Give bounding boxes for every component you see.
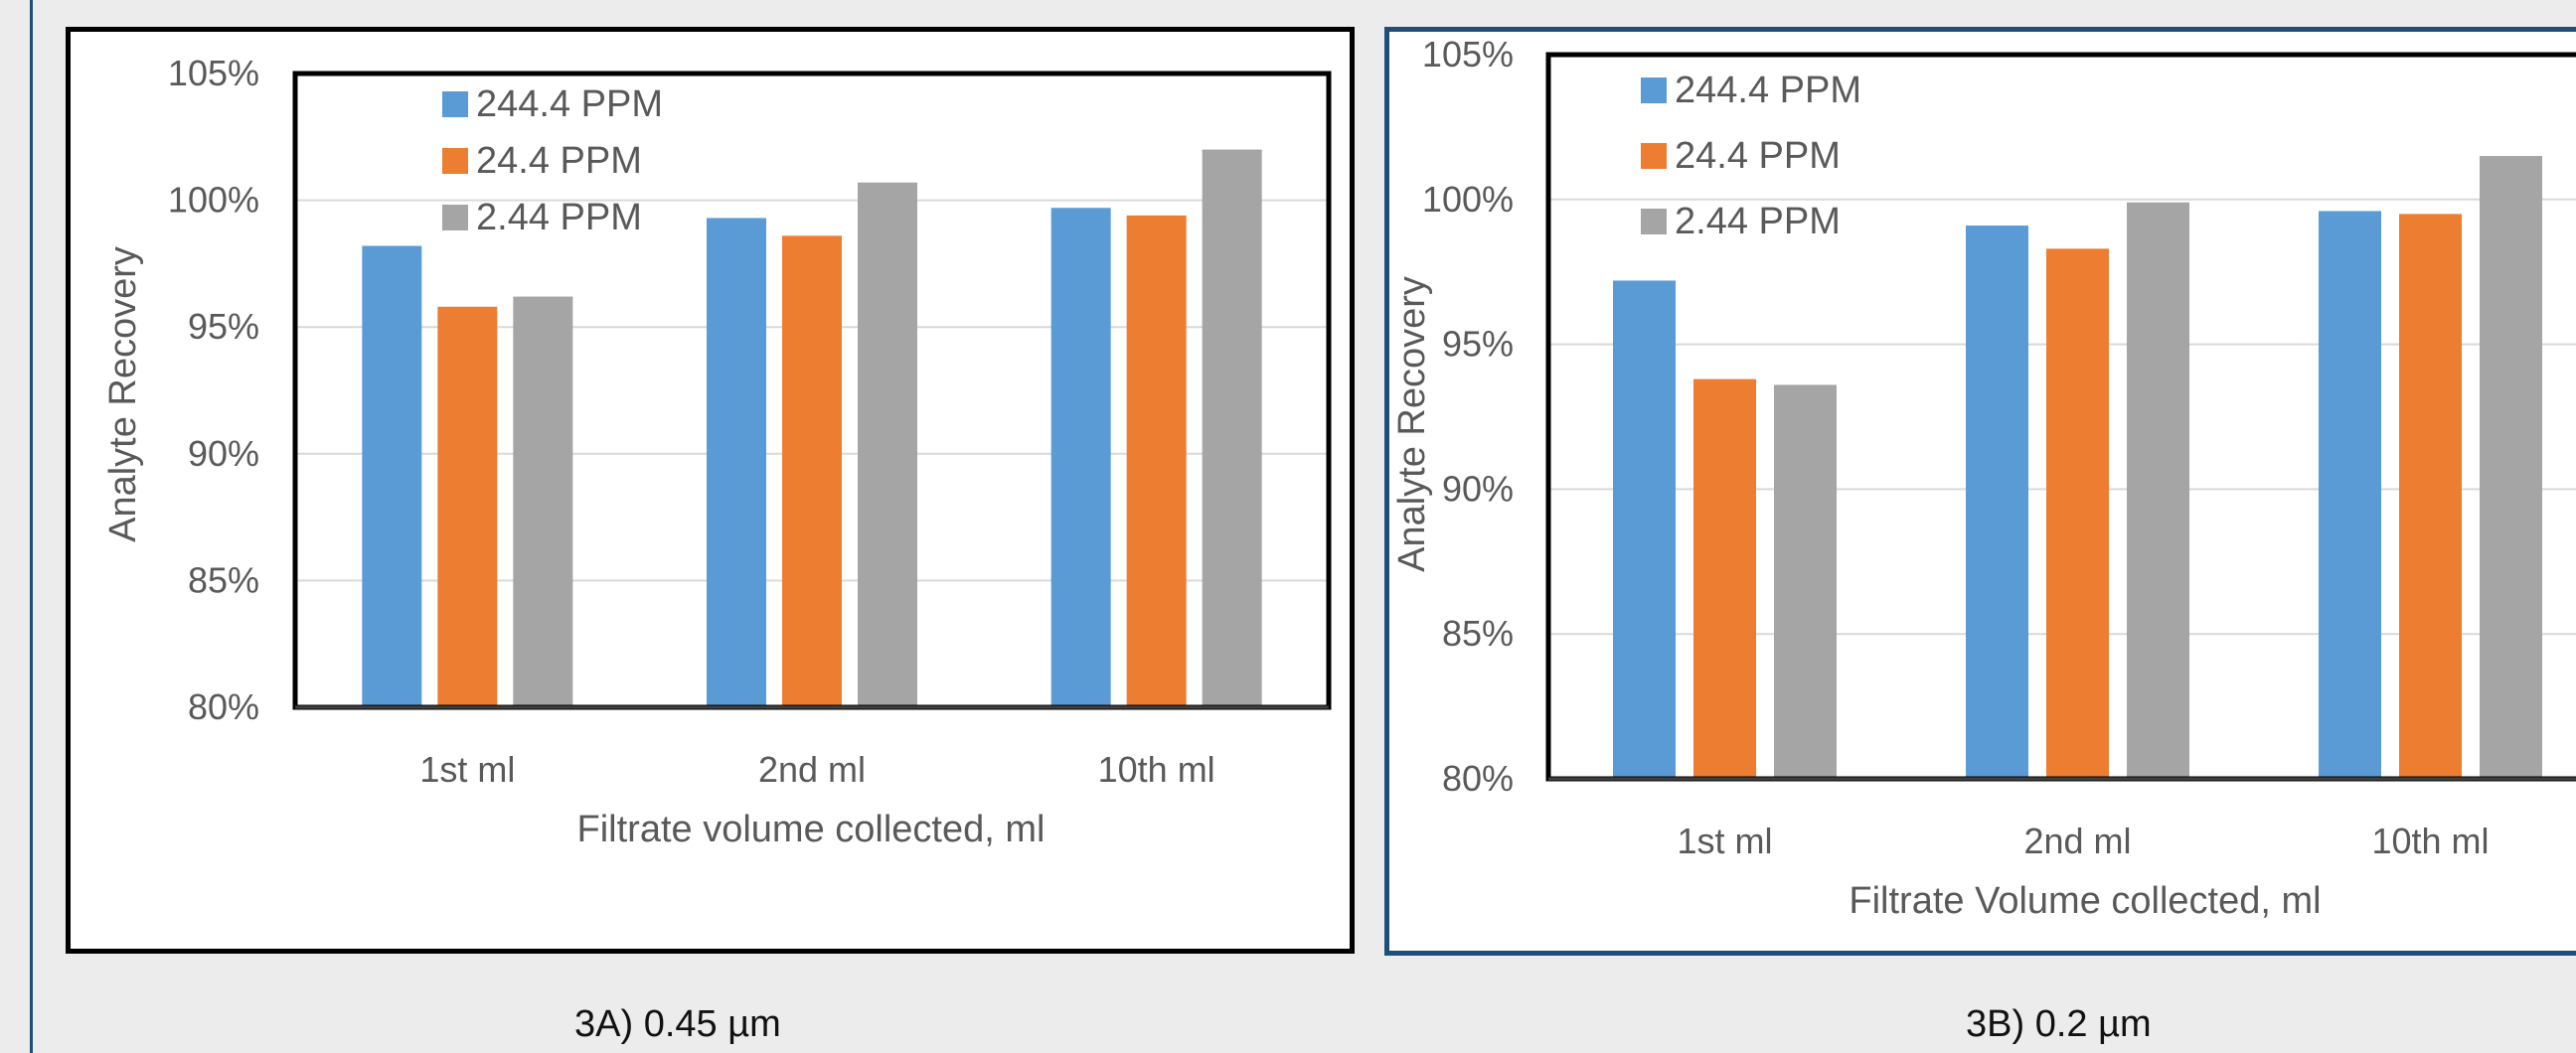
chart-panel-b: 80% 85% 90% 95% 100% 105% 1st ml 2nd ml 10th ml F… xyxy=(1384,27,2576,956)
bar-b-0-0 xyxy=(1613,280,1676,779)
y-tick-label-a-5: 105% xyxy=(168,53,259,93)
legend-swatch-b-0 xyxy=(1641,77,1667,103)
y-tick-label-a-4: 100% xyxy=(168,180,259,221)
bar-a-1-1 xyxy=(782,235,842,707)
legend-swatch-b-1 xyxy=(1641,143,1667,169)
y-tick-label-b-2: 90% xyxy=(1442,468,1514,509)
x-tick-label-b-2: 10th ml xyxy=(2371,821,2489,861)
caption-chart-a: 3A) 0.45 µm xyxy=(574,1003,781,1045)
caption-chart-b: 3B) 0.2 µm xyxy=(1966,1003,2152,1045)
bar-a-2-0 xyxy=(1050,208,1111,708)
bar-a-0-0 xyxy=(362,245,422,707)
y-tick-label-a-2: 90% xyxy=(188,433,259,474)
left-border-rule xyxy=(30,0,33,1053)
y-tick-label-b-4: 100% xyxy=(1422,179,1514,220)
legend-label-a-2: 2.44 PPM xyxy=(476,197,642,238)
legend-label-a-1: 24.4 PPM xyxy=(476,140,642,182)
bar-b-2-2 xyxy=(2480,156,2542,779)
bar-a-1-0 xyxy=(707,218,766,708)
y-axis-label-b: Analyte Recovery xyxy=(1391,276,1433,572)
bar-b-1-2 xyxy=(2127,202,2189,779)
x-tick-label-a-0: 1st ml xyxy=(419,749,515,790)
x-axis-label-b: Filtrate Volume collected, ml xyxy=(1849,880,2321,922)
y-tick-label-a-3: 95% xyxy=(188,306,259,347)
x-tick-label-a-1: 2nd ml xyxy=(758,749,866,790)
bar-b-2-1 xyxy=(2399,214,2462,779)
bar-b-0-2 xyxy=(1774,384,1837,779)
chart-b-svg: 80% 85% 90% 95% 100% 105% 1st ml 2nd ml 10th ml F… xyxy=(1391,34,2576,922)
x-tick-label-b-0: 1st ml xyxy=(1677,821,1772,861)
legend-swatch-a-2 xyxy=(442,205,468,230)
y-tick-label-a-1: 85% xyxy=(188,559,259,600)
legend-swatch-b-2 xyxy=(1641,209,1667,234)
bar-a-2-1 xyxy=(1126,215,1187,708)
bar-a-0-2 xyxy=(513,296,573,707)
bar-a-2-2 xyxy=(1202,149,1262,707)
bar-b-1-1 xyxy=(2046,248,2109,779)
legend-label-b-2: 2.44 PPM xyxy=(1675,201,1841,242)
chart-panel-a: 80% 85% 90% 95% 100% 105% 1st ml 2nd ml 10th ml F… xyxy=(66,27,1355,954)
bar-a-1-2 xyxy=(858,182,917,708)
y-tick-label-b-0: 80% xyxy=(1442,758,1514,799)
bar-b-1-0 xyxy=(1966,226,2028,779)
legend-swatch-a-1 xyxy=(442,148,468,174)
y-tick-label-b-1: 85% xyxy=(1442,613,1514,654)
x-axis-label-a: Filtrate volume collected, ml xyxy=(577,809,1046,850)
legend-label-a-0: 244.4 PPM xyxy=(476,83,663,125)
legend-label-b-1: 24.4 PPM xyxy=(1675,135,1841,177)
x-tick-label-a-2: 10th ml xyxy=(1098,749,1215,790)
chart-a-svg: 80% 85% 90% 95% 100% 105% 1st ml 2nd ml 10th ml F… xyxy=(102,53,1332,850)
legend-label-b-0: 244.4 PPM xyxy=(1675,70,1861,111)
x-tick-label-b-1: 2nd ml xyxy=(2023,821,2131,861)
bar-b-2-0 xyxy=(2319,211,2381,780)
bar-b-0-1 xyxy=(1693,378,1756,779)
y-tick-label-b-3: 95% xyxy=(1442,324,1514,365)
y-axis-label-a: Analyte Recovery xyxy=(102,246,144,542)
bar-a-0-1 xyxy=(437,306,498,707)
legend-swatch-a-0 xyxy=(442,91,468,117)
y-tick-label-a-0: 80% xyxy=(188,686,259,727)
y-tick-label-b-5: 105% xyxy=(1422,34,1514,75)
